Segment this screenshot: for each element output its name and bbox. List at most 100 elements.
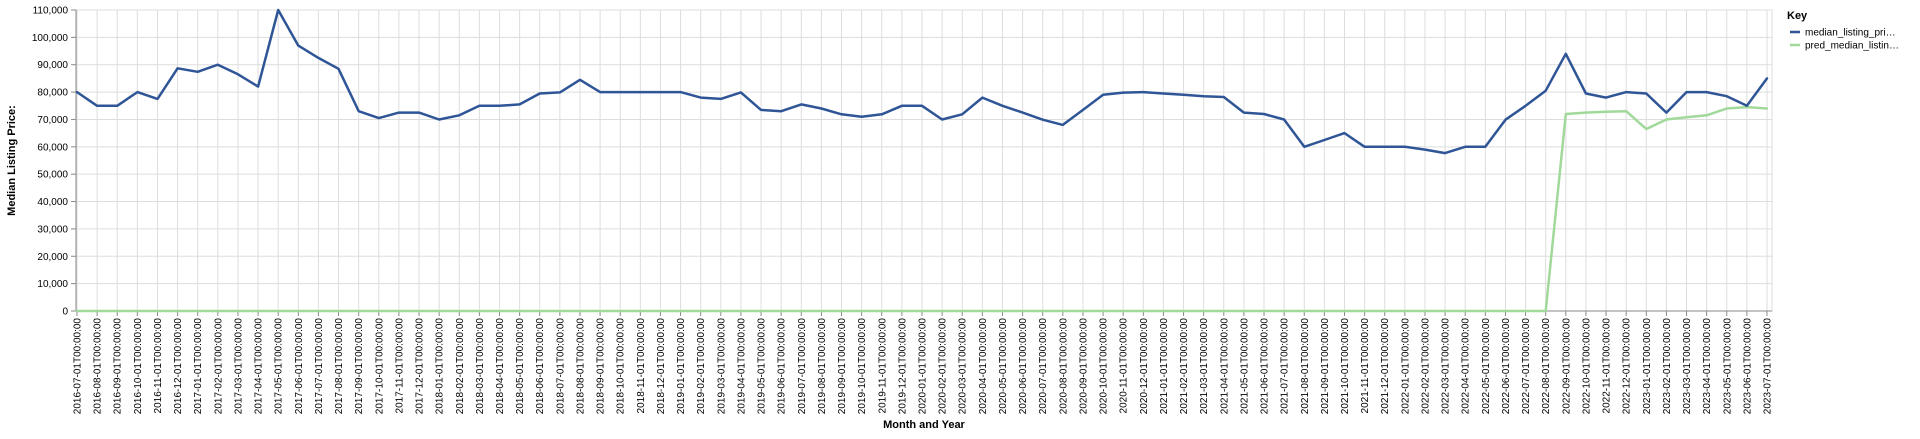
x-tick-label: 2020-12-01T00:00:00: [1139, 318, 1150, 415]
x-tick-label: 2021-10-01T00:00:00: [1340, 318, 1351, 415]
x-tick-label: 2023-06-01T00:00:00: [1742, 318, 1753, 415]
x-tick-label: 2016-10-01T00:00:00: [133, 318, 144, 415]
legend-label-pred: pred_median_listin…: [1805, 41, 1899, 52]
x-tick-label: 2023-02-01T00:00:00: [1662, 318, 1673, 415]
x-tick-label: 2018-05-01T00:00:00: [515, 318, 526, 415]
x-tick-label: 2020-03-01T00:00:00: [958, 318, 969, 415]
y-axis: 0 10,000 20,000 30,000 40,000 50,000 60,000 70,…: [32, 6, 76, 318]
x-tick-label: 2017-01-01T00:00:00: [193, 318, 204, 415]
x-tick-label: 2020-06-01T00:00:00: [1018, 318, 1029, 415]
x-tick-label: 2021-03-01T00:00:00: [1199, 318, 1210, 415]
x-tick-label: 2022-03-01T00:00:00: [1441, 318, 1452, 415]
x-tick-label: 2019-03-01T00:00:00: [716, 318, 727, 415]
legend: Key median_listing_pri… pred_median_list…: [1787, 10, 1899, 52]
x-tick-label: 2020-10-01T00:00:00: [1099, 318, 1110, 415]
x-tick-label: 2023-07-01T00:00:00: [1763, 318, 1774, 415]
x-tick-label: 2018-02-01T00:00:00: [455, 318, 466, 415]
x-tick-label: 2019-07-01T00:00:00: [797, 318, 808, 415]
x-tick-label: 2019-09-01T00:00:00: [837, 318, 848, 415]
x-tick-label: 2021-06-01T00:00:00: [1260, 318, 1271, 415]
x-tick-label: 2018-12-01T00:00:00: [656, 318, 667, 415]
y-tick-label: 10,000: [37, 279, 68, 290]
x-tick-label: 2021-04-01T00:00:00: [1219, 318, 1230, 415]
x-tick-label: 2022-05-01T00:00:00: [1481, 318, 1492, 415]
x-tick-label: 2018-11-01T00:00:00: [636, 318, 647, 414]
x-tick-label: 2021-12-01T00:00:00: [1380, 318, 1391, 415]
y-tick-label: 70,000: [37, 115, 68, 126]
x-tick-label: 2017-02-01T00:00:00: [213, 318, 224, 415]
x-tick-label: 2016-07-01T00:00:00: [73, 318, 84, 415]
y-tick-label: 0: [62, 307, 68, 318]
x-tick-label: 2020-08-01T00:00:00: [1058, 318, 1069, 415]
y-tick-label: 20,000: [37, 252, 68, 263]
series-line-pred-median-listing-price: [75, 105, 1769, 313]
x-tick-label: 2018-09-01T00:00:00: [596, 318, 607, 415]
x-tick-label: 2016-12-01T00:00:00: [173, 318, 184, 415]
x-tick-label: 2019-10-01T00:00:00: [857, 318, 868, 415]
x-tick-label: 2021-02-01T00:00:00: [1179, 318, 1190, 415]
y-tick-label: 30,000: [37, 224, 68, 235]
y-axis-title: Median Listing Price:: [6, 105, 18, 216]
x-tick-label: 2023-01-01T00:00:00: [1642, 318, 1653, 415]
x-tick-label: 2022-02-01T00:00:00: [1420, 318, 1431, 415]
x-tick-label: 2016-11-01T00:00:00: [153, 318, 164, 414]
plot-frame: [75, 9, 1773, 312]
x-tick-label: 2022-04-01T00:00:00: [1461, 318, 1472, 415]
x-tick-label: 2017-12-01T00:00:00: [415, 318, 426, 415]
x-tick-label: 2020-11-01T00:00:00: [1119, 318, 1130, 414]
x-tick-label: 2019-06-01T00:00:00: [777, 318, 788, 415]
series-lines: [75, 8, 1769, 313]
y-tick-label: 90,000: [37, 60, 68, 71]
x-tick-label: 2017-09-01T00:00:00: [354, 318, 365, 415]
x-tick-label: 2022-01-01T00:00:00: [1400, 318, 1411, 415]
x-tick-label: 2019-01-01T00:00:00: [676, 318, 687, 415]
x-tick-label: 2020-01-01T00:00:00: [918, 318, 929, 415]
x-tick-label: 2020-02-01T00:00:00: [938, 318, 949, 415]
x-tick-label: 2017-11-01T00:00:00: [394, 318, 405, 414]
x-tick-label: 2016-09-01T00:00:00: [113, 318, 124, 415]
x-axis-title: Month and Year: [883, 419, 965, 431]
x-tick-label: 2016-08-01T00:00:00: [93, 318, 104, 415]
x-tick-label: 2020-04-01T00:00:00: [978, 318, 989, 415]
x-tick-label: 2021-07-01T00:00:00: [1280, 318, 1291, 415]
y-tick-label: 40,000: [37, 197, 68, 208]
x-tick-label: 2019-05-01T00:00:00: [757, 318, 768, 415]
x-tick-label: 2018-01-01T00:00:00: [435, 318, 446, 415]
x-tick-label: 2018-03-01T00:00:00: [475, 318, 486, 415]
x-tick-label: 2017-06-01T00:00:00: [294, 318, 305, 415]
x-tick-label: 2020-09-01T00:00:00: [1078, 318, 1089, 415]
x-tick-label: 2022-11-01T00:00:00: [1602, 318, 1613, 414]
x-tick-label: 2021-11-01T00:00:00: [1360, 318, 1371, 414]
legend-label-median: median_listing_pri…: [1805, 28, 1896, 39]
x-tick-label: 2018-04-01T00:00:00: [495, 318, 506, 415]
y-tick-label: 60,000: [37, 142, 68, 153]
legend-title: Key: [1787, 10, 1808, 22]
x-tick-label: 2019-12-01T00:00:00: [897, 318, 908, 415]
y-tick-label: 50,000: [37, 170, 68, 181]
x-tick-label: 2017-07-01T00:00:00: [314, 318, 325, 415]
x-tick-label: 2021-01-01T00:00:00: [1159, 318, 1170, 415]
x-tick-label: 2019-04-01T00:00:00: [736, 318, 747, 415]
x-tick-label: 2019-02-01T00:00:00: [696, 318, 707, 415]
gridlines: [75, 9, 1773, 312]
x-tick-label: 2022-10-01T00:00:00: [1581, 318, 1592, 415]
x-tick-label: 2021-05-01T00:00:00: [1239, 318, 1250, 415]
x-tick-label: 2022-06-01T00:00:00: [1501, 318, 1512, 415]
x-tick-label: 2022-12-01T00:00:00: [1622, 318, 1633, 415]
y-tick-label: 80,000: [37, 88, 68, 99]
x-tick-label: 2019-11-01T00:00:00: [877, 318, 888, 414]
x-tick-label: 2018-06-01T00:00:00: [535, 318, 546, 415]
x-tick-label: 2019-08-01T00:00:00: [817, 318, 828, 415]
x-tick-label: 2018-07-01T00:00:00: [555, 318, 566, 415]
series-line-median-listing-price: [75, 8, 1769, 155]
x-tick-label: 2017-05-01T00:00:00: [274, 318, 285, 415]
x-tick-label: 2017-04-01T00:00:00: [254, 318, 265, 415]
x-tick-label: 2017-03-01T00:00:00: [233, 318, 244, 415]
x-tick-label: 2020-05-01T00:00:00: [998, 318, 1009, 415]
x-tick-label: 2017-10-01T00:00:00: [374, 318, 385, 415]
y-tick-label: 110,000: [33, 6, 69, 17]
x-tick-label: 2023-05-01T00:00:00: [1722, 318, 1733, 415]
x-tick-label: 2017-08-01T00:00:00: [334, 318, 345, 415]
